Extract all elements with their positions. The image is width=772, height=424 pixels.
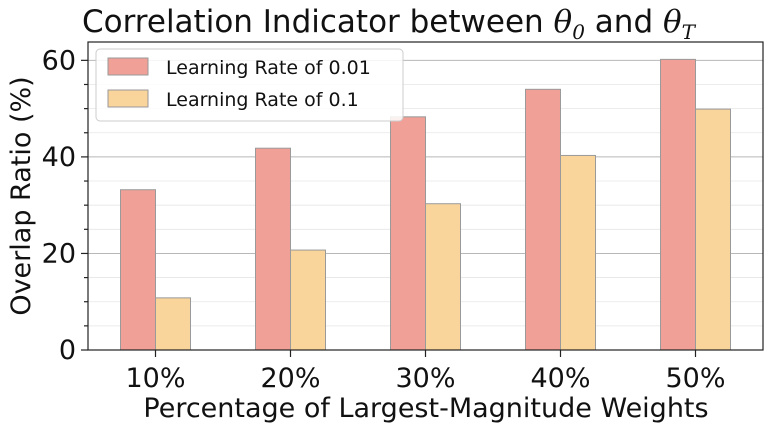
- chart-title: Correlation Indicator between θ0 and θT: [82, 4, 697, 44]
- bar-lr-0-01-50pct: [660, 58, 696, 351]
- legend-label-lr-0-01: Learning Rate of 0.01: [166, 57, 371, 79]
- y-axis-ticks: 0 20 40 60: [42, 45, 88, 366]
- bar-lr-0-01-20pct: [255, 147, 291, 351]
- bar-lr-0-1-40pct: [560, 154, 596, 351]
- x-tick-label: 30%: [395, 363, 455, 394]
- legend-label-lr-0-1: Learning Rate of 0.1: [166, 89, 359, 111]
- y-tick-label: 60: [42, 45, 76, 76]
- x-tick-label: 40%: [530, 363, 590, 394]
- chart-title-prefix: Correlation Indicator between: [82, 4, 554, 40]
- bar-lr-0-1-30pct: [425, 203, 461, 351]
- bar-lr-0-01-30pct: [390, 116, 426, 351]
- x-axis-label: Percentage of Largest-Magnitude Weights: [143, 393, 708, 424]
- x-axis-ticks: 10% 20% 30% 40% 50%: [125, 350, 726, 394]
- chart-title-subscript-t: T: [682, 20, 697, 44]
- x-tick-label: 10%: [125, 363, 185, 394]
- x-tick-label: 50%: [665, 363, 725, 394]
- y-axis-label: Overlap Ratio (%): [6, 76, 37, 315]
- chart-title-theta-0: θ: [554, 4, 573, 40]
- x-tick-label: 20%: [260, 363, 320, 394]
- legend: Learning Rate of 0.01 Learning Rate of 0…: [95, 48, 404, 122]
- bar-lr-0-01-10pct: [120, 189, 156, 351]
- legend-swatch-lr-0-01: [107, 57, 149, 76]
- legend-frame: [95, 48, 404, 122]
- bar-lr-0-1-20pct: [290, 249, 326, 351]
- bar-lr-0-1-50pct: [695, 108, 731, 351]
- y-tick-label: 20: [42, 238, 76, 269]
- y-tick-label: 40: [42, 142, 76, 173]
- bars: [120, 58, 731, 351]
- bar-lr-0-01-40pct: [525, 88, 561, 351]
- chart-title-subscript-0: 0: [572, 20, 585, 44]
- y-tick-label: 0: [59, 335, 76, 366]
- chart-title-middle: and: [585, 4, 663, 40]
- bar-lr-0-1-10pct: [155, 297, 191, 351]
- legend-swatch-lr-0-1: [107, 89, 149, 108]
- chart-title-theta-t: θ: [663, 4, 682, 40]
